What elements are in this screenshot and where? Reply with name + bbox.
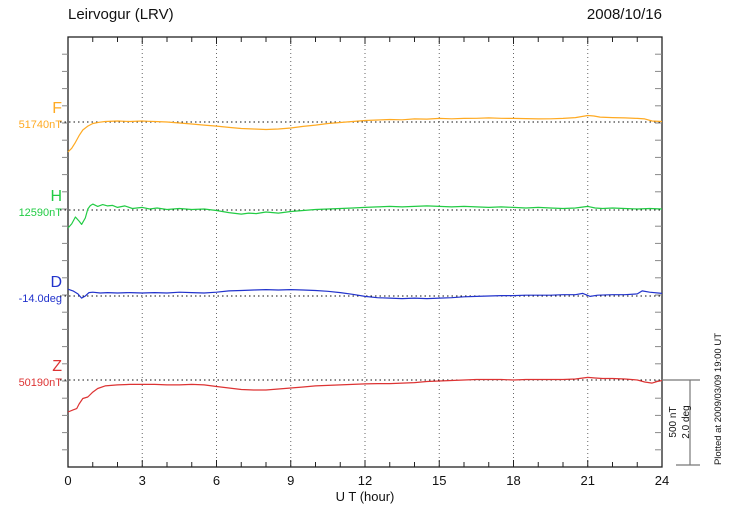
x-tick-label: 3 xyxy=(139,473,146,488)
series-letter-z: Z xyxy=(52,358,62,375)
d-trace xyxy=(67,288,663,300)
f-trace xyxy=(67,114,663,153)
x-tick-label: 18 xyxy=(506,473,520,488)
series-letter-f: F xyxy=(52,100,62,117)
z-trace xyxy=(67,376,663,413)
x-tick-label: 12 xyxy=(358,473,372,488)
x-axis-title: U T (hour) xyxy=(335,489,395,504)
x-tick-label: 6 xyxy=(213,473,220,488)
scale-bar-deg-label: 2.0 deg xyxy=(681,405,692,439)
x-tick-label: 24 xyxy=(655,473,669,488)
series-baseline-value-d: -14.0deg xyxy=(18,293,62,305)
series-label-h: H 12590nT xyxy=(2,188,62,220)
series-baseline-value-z: 50190nT xyxy=(18,377,62,389)
x-tick-label: 0 xyxy=(64,473,71,488)
x-tick-label: 15 xyxy=(432,473,446,488)
series-baseline-value-f: 51740nT xyxy=(18,119,62,131)
series-letter-d: D xyxy=(50,274,62,291)
scale-bar-label: 500 nT 2.0 deg xyxy=(667,396,695,448)
series-label-d: D -14.0deg xyxy=(2,274,62,306)
date-label: 2008/10/16 xyxy=(586,6,662,23)
series-label-z: Z 50190nT xyxy=(2,358,62,390)
plotted-at-note: Plotted at 2009/03/09 19:00 UT xyxy=(713,332,724,466)
x-tick-label: 9 xyxy=(287,473,294,488)
series-letter-h: H xyxy=(50,188,62,205)
series-label-f: F 51740nT xyxy=(2,100,62,132)
h-trace xyxy=(67,203,663,229)
x-tick-label: 21 xyxy=(581,473,595,488)
series-baseline-value-h: 12590nT xyxy=(18,207,62,219)
page-title: Leirvogur (LRV) xyxy=(68,6,174,23)
scale-bar-nt-label: 500 nT xyxy=(668,406,679,438)
